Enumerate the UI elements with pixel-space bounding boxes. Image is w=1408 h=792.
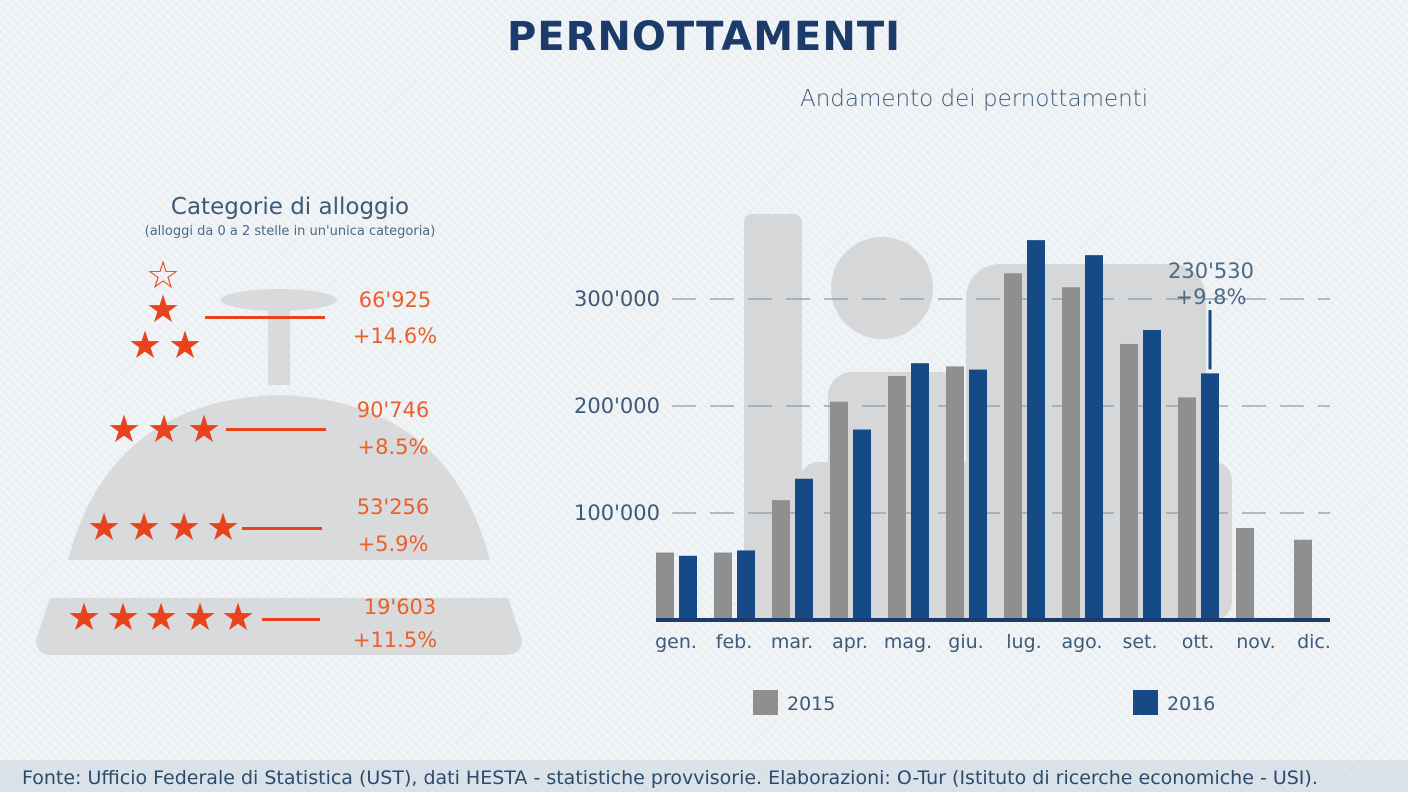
bar-2016-apr [853,429,871,620]
gridlines [672,298,1330,514]
x-tick-label: mag. [884,631,932,653]
bar-2015-giu [946,366,964,620]
star-icon: ★ [128,323,163,367]
x-axis-labels: gen. feb. mar. apr. mag. giu. lug. ago. set. ott.… [655,631,1331,653]
categories-title: Categorie di alloggio [170,194,410,220]
y-tick-label: 200'000 [574,394,660,418]
page-title: PERNOTTAMENTI [506,14,902,60]
x-tick-label: set. [1122,631,1157,653]
star-icon: ★ [144,595,179,639]
x-tick-label: nov. [1236,631,1275,653]
bar-2015-feb [714,552,732,620]
category-connector-line [205,316,325,319]
y-tick-label: 300'000 [574,287,660,311]
bar-2016-giu [969,369,987,620]
category-value: 19'603 [363,595,437,619]
star-icon: ★ [107,407,142,451]
bar-2015-dic [1294,539,1312,620]
category-change: +5.9% [357,532,429,556]
bar-2016-mar [795,478,813,620]
category-change: +8.5% [357,435,429,459]
legend-label: 2016 [1167,693,1215,715]
bar-2015-lug [1004,273,1022,620]
star-icon: ★ [187,407,222,451]
bar-2015-mag [888,376,906,620]
star-icon: ★ [87,505,122,549]
y-tick-label: 100'000 [574,501,660,525]
star-icon: ★ [147,407,182,451]
x-tick-label: feb. [716,631,752,653]
star-icon: ★ [146,287,181,331]
x-tick-label: dic. [1297,631,1331,653]
legend-label: 2015 [787,693,835,715]
star-icon: ★ [183,595,218,639]
source-footer: Fonte: Ufficio Federale di Statistica (U… [22,767,1318,789]
bar-2015-apr [830,401,848,620]
bar-2015-nov [1236,527,1254,620]
chart-title: Andamento dei pernottamenti [800,86,1149,112]
annotation: 230'530+9.8% [1168,259,1254,370]
bar-2015-mar [772,500,790,620]
bar-2015-ago [1062,287,1080,620]
bar-2015-gen [656,552,674,620]
category-change: +11.5% [352,628,438,652]
category-change: +14.6% [352,324,438,348]
bar-2016-gen [679,555,697,620]
x-tick-label: mar. [771,631,813,653]
category-value: 53'256 [356,495,430,519]
x-tick-label: ott. [1182,631,1215,653]
hotel-bell-illustration [36,289,522,655]
x-tick-label: ago. [1061,631,1102,653]
annotation-value: 230'530 [1168,259,1254,283]
footer-bar [0,760,1408,792]
category-value: 90'746 [356,398,430,422]
category-value: 66'925 [358,288,432,312]
star-icon: ★ [167,505,202,549]
legend: 2015 2016 [753,690,1215,715]
y-axis-ticks: 100'000 200'000 300'000 [574,287,660,525]
x-tick-label: giu. [948,631,983,653]
star-icon: ★ [127,505,162,549]
legend-swatch-2015 [753,690,778,715]
annotation-change: +9.8% [1176,285,1247,309]
bar-2016-ott [1201,373,1219,620]
star-icon: ★ [206,505,241,549]
star-icon: ★ [67,595,102,639]
bar-2016-lug [1027,240,1045,620]
bars [656,240,1312,620]
x-tick-label: lug. [1006,631,1041,653]
category-connector-line [226,428,326,431]
bar-2015-set [1120,343,1138,620]
bar-2016-set [1143,330,1161,620]
category-connector-line [242,527,322,530]
star-icon: ★ [221,595,256,639]
bar-2016-mag [911,363,929,620]
legend-swatch-2016 [1133,690,1158,715]
x-tick-label: gen. [655,631,697,653]
star-icon: ★ [168,323,203,367]
star-icon: ★ [106,595,141,639]
bar-2016-feb [737,550,755,620]
categories-subtitle: (alloggi da 0 a 2 stelle in un'unica cat… [144,224,436,239]
overnight-stays-bar-chart: 100'000 200'000 300'000 gen. feb. mar. apr. ma… [574,214,1331,715]
star-outline-icon: ☆ [146,253,181,297]
bar-2016-ago [1085,255,1103,620]
bar-2015-ott [1178,397,1196,620]
x-tick-label: apr. [832,631,868,653]
category-connector-line [262,618,320,621]
